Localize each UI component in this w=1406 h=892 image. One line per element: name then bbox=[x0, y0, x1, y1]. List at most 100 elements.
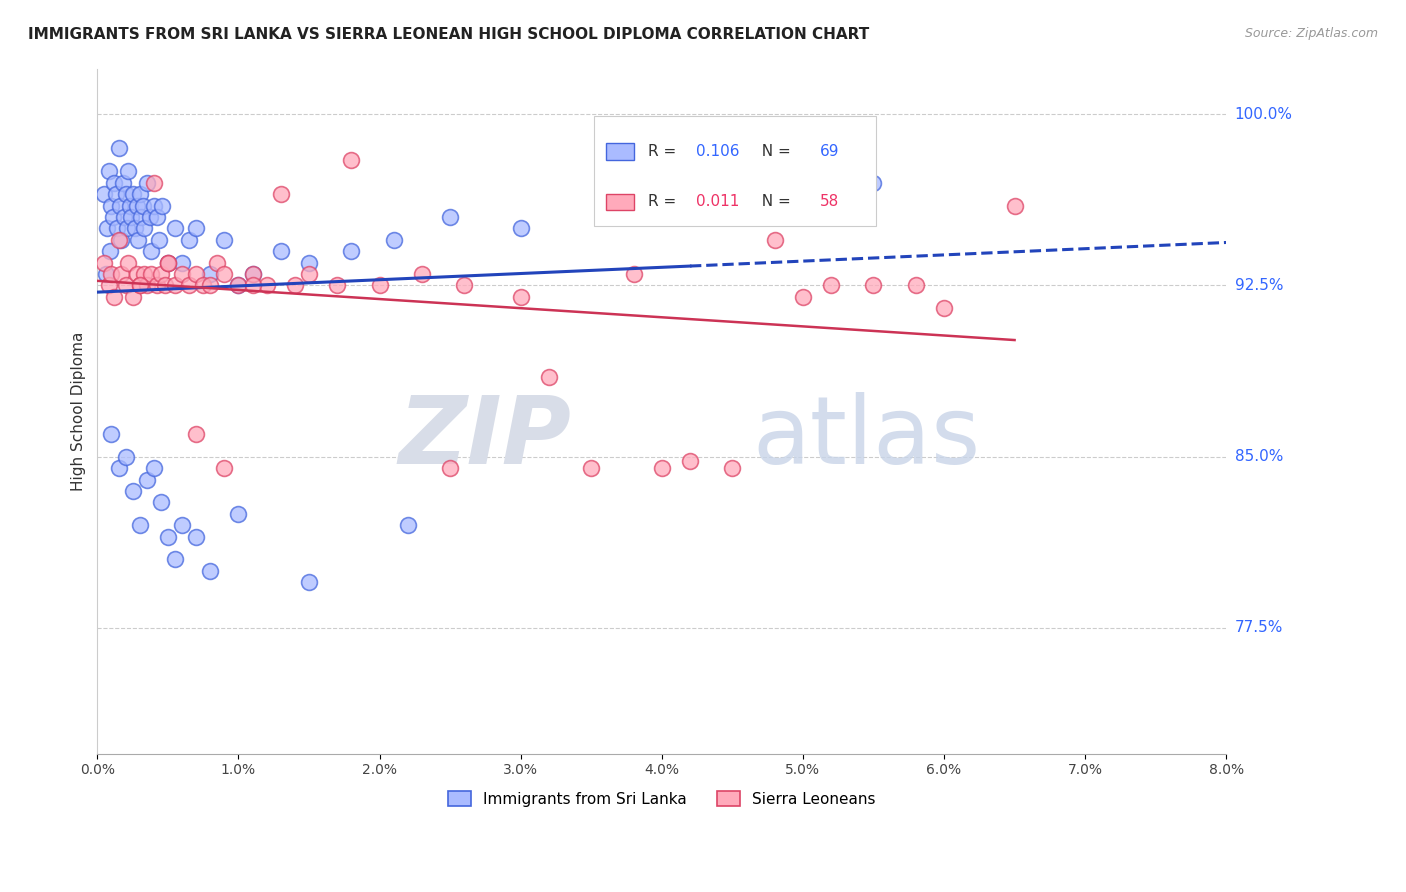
Point bbox=[93, 187, 115, 202]
Point bbox=[862, 176, 884, 190]
Text: 0.106: 0.106 bbox=[696, 144, 740, 159]
Point bbox=[184, 221, 207, 235]
Point bbox=[193, 278, 215, 293]
Point bbox=[120, 210, 142, 224]
Point bbox=[135, 278, 157, 293]
Point bbox=[184, 426, 207, 441]
Point bbox=[170, 255, 193, 269]
Point bbox=[132, 267, 155, 281]
Point bbox=[127, 233, 149, 247]
Point bbox=[149, 267, 172, 281]
Text: 100.0%: 100.0% bbox=[1234, 107, 1292, 121]
Point bbox=[103, 176, 125, 190]
Point bbox=[110, 233, 132, 247]
Point bbox=[150, 198, 173, 212]
Point bbox=[111, 176, 134, 190]
Point bbox=[163, 221, 186, 235]
Point bbox=[298, 575, 321, 590]
Point bbox=[184, 530, 207, 544]
Point bbox=[121, 187, 143, 202]
Point bbox=[117, 164, 139, 178]
FancyBboxPatch shape bbox=[606, 144, 634, 160]
Point bbox=[142, 198, 165, 212]
Point bbox=[96, 221, 118, 235]
Point bbox=[509, 221, 531, 235]
Point bbox=[163, 278, 186, 293]
Point bbox=[156, 255, 179, 269]
Text: N =: N = bbox=[752, 144, 796, 159]
Point bbox=[862, 278, 884, 293]
Point bbox=[112, 210, 135, 224]
Point bbox=[623, 176, 645, 190]
Point bbox=[117, 255, 139, 269]
Point bbox=[142, 176, 165, 190]
Point bbox=[101, 210, 124, 224]
Point bbox=[200, 267, 222, 281]
Point bbox=[200, 278, 222, 293]
Point bbox=[411, 267, 433, 281]
Point bbox=[298, 267, 321, 281]
Point bbox=[932, 301, 955, 316]
Text: R =: R = bbox=[648, 194, 682, 210]
Point bbox=[129, 210, 152, 224]
Point bbox=[115, 221, 138, 235]
Point bbox=[135, 473, 157, 487]
Point bbox=[228, 278, 250, 293]
Point bbox=[107, 141, 129, 155]
Point bbox=[242, 278, 264, 293]
Point bbox=[110, 267, 132, 281]
Point bbox=[439, 210, 461, 224]
Point bbox=[139, 244, 162, 259]
Text: 0.011: 0.011 bbox=[696, 194, 740, 210]
Point bbox=[118, 198, 141, 212]
Point bbox=[721, 461, 744, 475]
Text: Source: ZipAtlas.com: Source: ZipAtlas.com bbox=[1244, 27, 1378, 40]
Point bbox=[125, 267, 148, 281]
Point bbox=[114, 278, 136, 293]
Point bbox=[121, 483, 143, 498]
Point bbox=[820, 278, 842, 293]
Point bbox=[128, 187, 150, 202]
Text: ZIP: ZIP bbox=[399, 392, 571, 484]
Point bbox=[124, 221, 146, 235]
Point bbox=[107, 461, 129, 475]
Point bbox=[131, 198, 153, 212]
Point bbox=[200, 564, 222, 578]
Point bbox=[340, 153, 363, 167]
Point bbox=[177, 233, 200, 247]
Point bbox=[368, 278, 391, 293]
Point bbox=[107, 233, 129, 247]
Point bbox=[537, 369, 560, 384]
Point bbox=[121, 290, 143, 304]
Text: N =: N = bbox=[752, 194, 796, 210]
Text: R =: R = bbox=[648, 144, 682, 159]
Point bbox=[156, 255, 179, 269]
Point bbox=[148, 233, 170, 247]
Legend: Immigrants from Sri Lanka, Sierra Leoneans: Immigrants from Sri Lanka, Sierra Leonea… bbox=[440, 783, 883, 814]
Point bbox=[149, 495, 172, 509]
Point bbox=[904, 278, 927, 293]
Point bbox=[114, 450, 136, 464]
Point bbox=[228, 507, 250, 521]
Point bbox=[763, 233, 786, 247]
Point bbox=[396, 518, 419, 533]
Point bbox=[242, 267, 264, 281]
Text: atlas: atlas bbox=[752, 392, 980, 484]
Point bbox=[1004, 198, 1026, 212]
Point bbox=[138, 210, 160, 224]
Point bbox=[256, 278, 278, 293]
Point bbox=[105, 221, 128, 235]
Point bbox=[128, 278, 150, 293]
Text: 58: 58 bbox=[820, 194, 839, 210]
Point bbox=[170, 267, 193, 281]
Point bbox=[623, 267, 645, 281]
Point bbox=[581, 461, 603, 475]
Point bbox=[207, 255, 229, 269]
Point bbox=[142, 461, 165, 475]
Point bbox=[97, 278, 120, 293]
Point bbox=[326, 278, 349, 293]
Point bbox=[97, 164, 120, 178]
Point bbox=[242, 267, 264, 281]
Point bbox=[340, 244, 363, 259]
Point bbox=[298, 255, 321, 269]
